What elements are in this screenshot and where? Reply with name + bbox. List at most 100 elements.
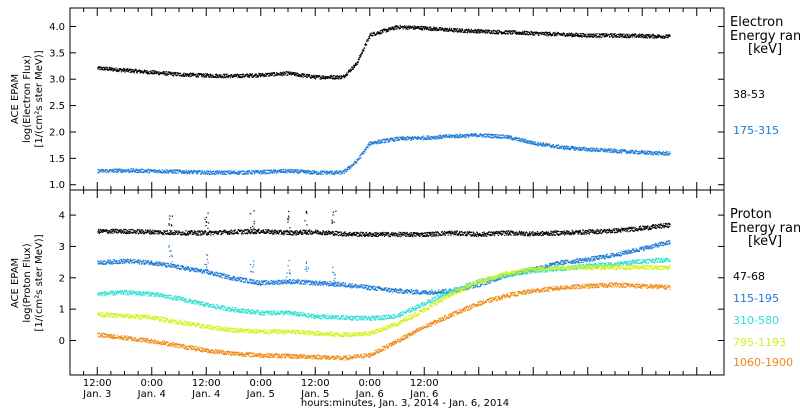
- data-point: [357, 231, 359, 233]
- data-point: [303, 229, 306, 231]
- data-point: [550, 33, 552, 35]
- data-point: [282, 73, 284, 76]
- data-point: [651, 35, 653, 37]
- data-point: [510, 135, 512, 137]
- data-point: [383, 29, 385, 31]
- data-point: [621, 152, 623, 154]
- data-point: [667, 34, 670, 36]
- data-point: [486, 133, 488, 135]
- data-point: [197, 172, 199, 174]
- data-point: [420, 28, 423, 30]
- data-point: [358, 57, 361, 59]
- data-point: [644, 150, 646, 152]
- data-point: [470, 134, 472, 136]
- data-point: [224, 231, 226, 233]
- data-point: [164, 74, 166, 76]
- data-point: [231, 230, 233, 232]
- data-point: [479, 31, 481, 33]
- data-point: [319, 173, 321, 175]
- data-point: [255, 231, 257, 233]
- data-point: [546, 32, 548, 34]
- data-point: [387, 29, 389, 31]
- data-point: [313, 231, 315, 233]
- data-point: [578, 148, 580, 151]
- data-point: [274, 72, 276, 74]
- data-point: [130, 170, 133, 173]
- data-point: [534, 141, 536, 143]
- data-point: [138, 70, 140, 72]
- data-point: [460, 31, 462, 33]
- data-point: [649, 152, 651, 154]
- data-point: [407, 28, 409, 30]
- data-point: [278, 169, 280, 172]
- data-point: [439, 137, 441, 139]
- data-point: [382, 233, 384, 235]
- data-point: [273, 71, 275, 74]
- data-point: [542, 32, 544, 34]
- data-point: [325, 232, 327, 234]
- data-point: [280, 170, 282, 172]
- data-point: [520, 234, 522, 236]
- data-point: [469, 31, 471, 33]
- data-point: [523, 140, 525, 142]
- data-point: [260, 171, 262, 173]
- data-point: [474, 133, 476, 135]
- data-point: [118, 168, 120, 170]
- data-point: [465, 134, 467, 136]
- data-point: [360, 55, 362, 57]
- data-point: [554, 31, 556, 33]
- data-point: [226, 232, 228, 234]
- data-point: [435, 29, 437, 31]
- data-point: [666, 151, 668, 153]
- data-point: [199, 170, 201, 172]
- data-point: [402, 139, 404, 141]
- data-point: [345, 74, 347, 76]
- data-point: [643, 34, 645, 36]
- data-point: [203, 76, 205, 78]
- data-point: [407, 26, 409, 28]
- data-point: [587, 148, 589, 151]
- data-point: [457, 234, 459, 236]
- data-point: [373, 32, 375, 34]
- data-point: [275, 231, 277, 233]
- data-point: [206, 73, 208, 75]
- data-point: [651, 151, 653, 153]
- data-point: [249, 73, 251, 75]
- data-point: [506, 32, 508, 34]
- data-point: [379, 139, 381, 141]
- data-point: [193, 230, 196, 232]
- data-point: [137, 70, 140, 72]
- data-point: [455, 136, 457, 138]
- data-point: [198, 72, 200, 75]
- data-point: [188, 169, 190, 171]
- data-point: [451, 230, 453, 232]
- data-point: [195, 233, 197, 235]
- data-point: [393, 137, 396, 139]
- data-point: [422, 136, 424, 138]
- data-point: [308, 172, 310, 174]
- data-point: [511, 231, 513, 233]
- data-point: [191, 230, 193, 232]
- data-point: [282, 171, 284, 174]
- data-point: [426, 26, 428, 28]
- data-point: [247, 170, 249, 172]
- data-point: [227, 230, 230, 232]
- data-point: [609, 148, 611, 150]
- data-point: [108, 171, 110, 173]
- data-point: [334, 77, 336, 79]
- data-point: [330, 75, 333, 77]
- data-point: [402, 26, 404, 28]
- data-point: [452, 232, 454, 235]
- data-point: [149, 73, 151, 75]
- data-point: [332, 75, 334, 77]
- data-point: [275, 169, 277, 172]
- data-point: [458, 233, 460, 236]
- data-point: [248, 231, 251, 233]
- data-point: [140, 232, 142, 234]
- data-point: [210, 173, 212, 175]
- data-point: [334, 233, 336, 235]
- data-point: [596, 147, 598, 150]
- data-point: [556, 145, 558, 147]
- data-point: [119, 170, 121, 172]
- data-point: [515, 231, 518, 233]
